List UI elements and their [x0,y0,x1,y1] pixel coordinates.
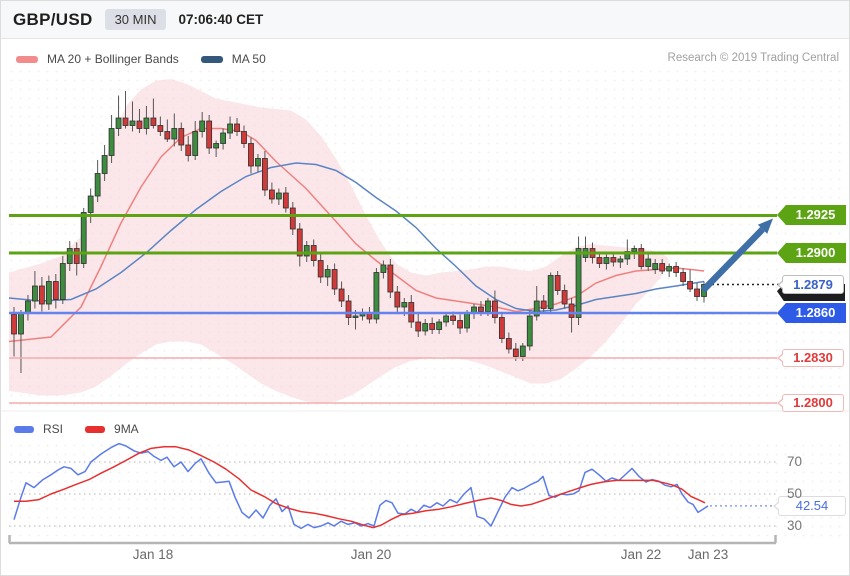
x-axis-label-jan22: Jan 22 [620,547,662,562]
rsi-gridlines [9,461,776,527]
x-axis-label-jan18: Jan 18 [132,547,174,562]
rsi-value-tag: 42.54 [773,496,846,516]
rsi-tick-50: 50 [787,486,803,501]
rsi-ma-legend-label: 9MA [114,422,139,436]
rsi-tick-30: 30 [787,518,803,533]
rsi-tick-70: 70 [787,454,803,469]
support-tag-12860: 1.2860 [777,303,846,323]
resistance-tag-12900: 1.2900 [777,243,846,263]
support-tag-12800: 1.2800 [777,394,844,412]
last-price-tag: 1.2879 [777,275,844,294]
support-tag-12830: 1.2830 [777,349,844,367]
support-resistance-lines [9,214,777,404]
bollinger-band-area [9,79,668,403]
timeframe-badge: 30 MIN [104,9,167,30]
rsi-ma-swatch-icon [85,425,106,433]
x-axis-label-jan20: Jan 20 [350,547,392,562]
x-axis-label-jan23: Jan 23 [687,547,729,562]
rsi-legend-label: RSI [43,422,64,436]
rsi-legend: RSI 9MA [14,422,161,436]
ma50-legend-label: MA 50 [231,52,266,66]
rsi-plot-background [7,441,843,541]
bullish-arrow [700,218,773,293]
ma50-line [8,162,705,313]
resistance-tag-12925: 1.2925 [777,205,846,225]
symbol-title: GBP/USD [13,9,93,29]
attribution-note: Research © 2019 Trading Central [667,52,839,64]
main-chart-legend: MA 20 + Bollinger Bands MA 50 [16,52,288,66]
rsi-swatch-icon [14,425,34,433]
timestamp: 07:06:40 CET [178,12,264,27]
rsi-lines [13,442,709,530]
ma20-bollinger-legend-label: MA 20 + Bollinger Bands [47,52,179,66]
chart-header: GBP/USD 30 MIN 07:06:40 CET [1,1,849,39]
ma50-swatch-icon [200,55,223,63]
ma20-bollinger-swatch-icon [16,55,38,63]
x-axis-line [8,535,777,545]
